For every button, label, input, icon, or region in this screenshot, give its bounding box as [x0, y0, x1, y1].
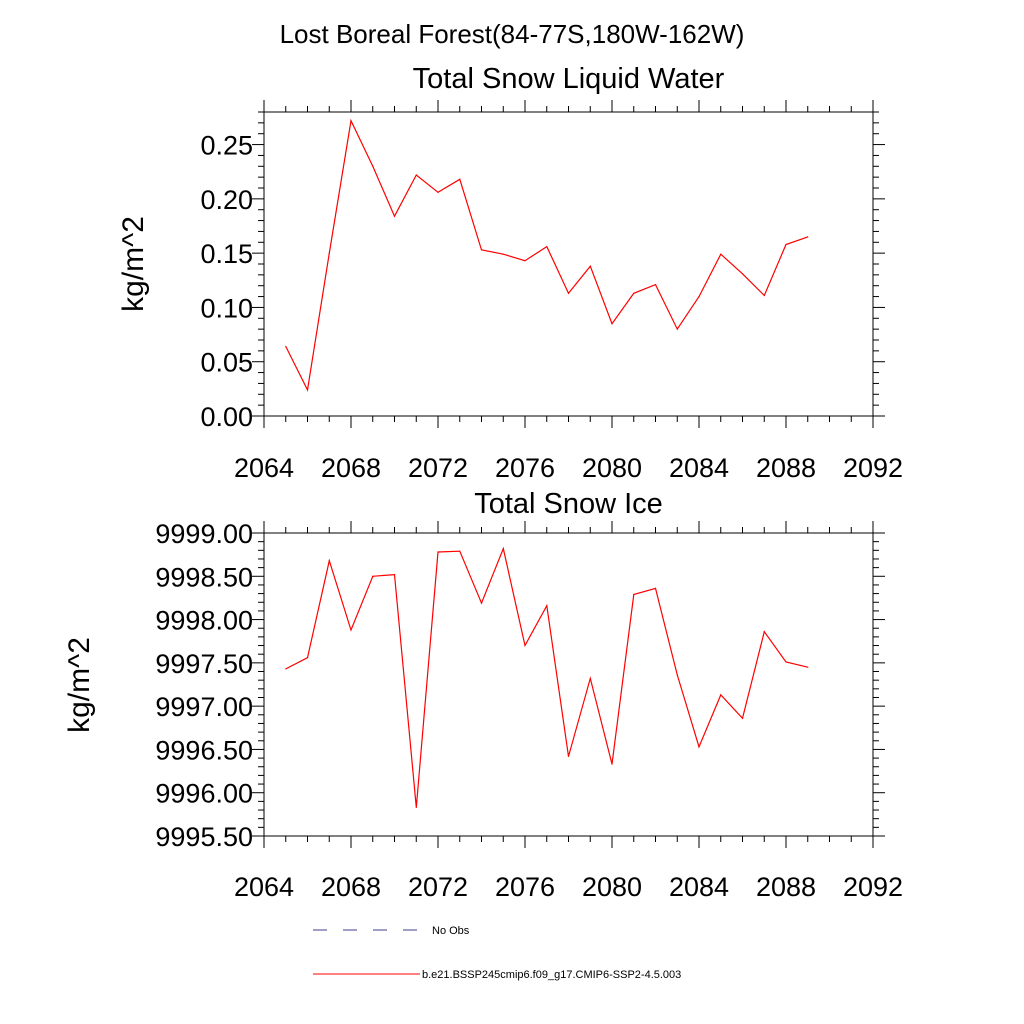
data-point: [459, 178, 461, 180]
data-point: [589, 677, 591, 680]
x-tick-label: 2088: [756, 453, 816, 483]
data-point: [350, 629, 352, 631]
data-point: [763, 631, 765, 633]
data-point: [437, 551, 439, 553]
y-tick-label: 9996.00: [155, 779, 253, 809]
data-point: [372, 165, 374, 167]
data-point: [306, 389, 309, 391]
data-point: [763, 294, 765, 297]
x-tick-label: 2092: [843, 872, 903, 902]
y-tick-label: 9998.00: [155, 606, 253, 636]
y-tick-label: 9998.50: [155, 562, 253, 592]
y-tick-label: 9999.00: [155, 519, 253, 549]
data-point: [415, 174, 417, 176]
y-axis-label: kg/m^2: [63, 637, 96, 733]
chart-title: Total Snow Liquid Water: [413, 63, 725, 95]
data-point: [633, 292, 635, 294]
chart-title: Total Snow Ice: [474, 488, 663, 520]
data-point: [393, 215, 396, 217]
data-point: [546, 246, 548, 248]
data-point: [306, 657, 309, 659]
data-point: [328, 560, 330, 562]
data-point: [807, 666, 809, 668]
data-point: [807, 236, 809, 238]
data-point: [437, 191, 439, 193]
data-point: [654, 587, 657, 590]
data-point: [785, 661, 787, 663]
x-tick-label: 2092: [843, 453, 903, 483]
data-point: [589, 265, 591, 267]
x-tick-label: 2076: [495, 453, 555, 483]
data-point: [720, 694, 722, 696]
x-tick-label: 2068: [321, 872, 381, 902]
data-point: [285, 345, 287, 348]
data-point: [328, 252, 330, 254]
data-point: [698, 746, 700, 748]
x-tick-label: 2072: [408, 872, 468, 902]
plot-frame: [263, 532, 874, 837]
x-tick-label: 2064: [234, 872, 294, 902]
data-point: [459, 550, 461, 552]
data-point: [480, 602, 483, 604]
panel-total-snow-liquid-water: Total Snow Liquid Water kg/m^2 2064 2068 207…: [117, 63, 903, 483]
data-point: [611, 323, 613, 325]
data-point: [633, 593, 635, 596]
y-tick-label: 9995.50: [155, 822, 253, 852]
x-tick-label: 2080: [582, 872, 642, 902]
x-tick-label: 2072: [408, 453, 468, 483]
y-tick-label: 0.00: [200, 402, 253, 432]
data-point: [524, 644, 526, 647]
data-point: [415, 806, 417, 809]
x-tick-label: 2084: [669, 453, 729, 483]
y-axis-label: kg/m^2: [117, 216, 150, 312]
data-point: [372, 575, 374, 577]
x-tick-label: 2084: [669, 872, 729, 902]
x-tick-label: 2076: [495, 872, 555, 902]
data-point: [502, 253, 504, 255]
y-tick-label: 9997.50: [155, 649, 253, 679]
legend-label-model: b.e21.BSSP245cmip6.f09_g17.CMIP6-SSP2-4.…: [422, 969, 681, 981]
data-point: [698, 295, 700, 298]
y-tick-label: 9996.50: [155, 735, 253, 765]
data-point: [480, 249, 483, 251]
y-tick-label: 0.20: [200, 185, 253, 215]
y-tick-label: 0.25: [200, 131, 253, 161]
data-point: [741, 717, 744, 719]
plot-frame: [263, 111, 874, 417]
y-tick-label: 0.15: [200, 239, 253, 269]
data-point: [502, 547, 504, 550]
data-point: [546, 605, 548, 607]
panel-total-snow-ice: Total Snow Ice kg/m^2 2064 2068 2072 2076 2080…: [63, 488, 903, 902]
data-point: [567, 292, 570, 294]
data-point: [524, 260, 526, 262]
x-tick-label: 2080: [582, 453, 642, 483]
legend: No Obs b.e21.BSSP245cmip6.f09_g17.CMIP6-…: [313, 925, 681, 981]
y-tick-label: 9997.00: [155, 692, 253, 722]
x-tick-label: 2064: [234, 453, 294, 483]
data-point: [611, 763, 613, 765]
data-point: [676, 328, 678, 330]
y-tick-label: 0.05: [200, 348, 253, 378]
series-line: [285, 546, 808, 808]
x-tick-label: 2068: [321, 453, 381, 483]
y-tick-label: 0.10: [200, 293, 253, 323]
data-point: [741, 273, 744, 275]
data-point: [785, 243, 787, 246]
data-point: [676, 674, 678, 676]
x-tick-label: 2088: [756, 872, 816, 902]
series-line: [285, 118, 808, 392]
data-point: [350, 120, 352, 122]
data-point: [567, 755, 570, 757]
legend-label-no-obs: No Obs: [432, 925, 470, 937]
data-point: [285, 668, 287, 670]
data-point: [393, 573, 396, 576]
data-point: [720, 253, 722, 255]
data-point: [654, 284, 657, 286]
figure-title: Lost Boreal Forest(84-77S,180W-162W): [280, 19, 745, 49]
